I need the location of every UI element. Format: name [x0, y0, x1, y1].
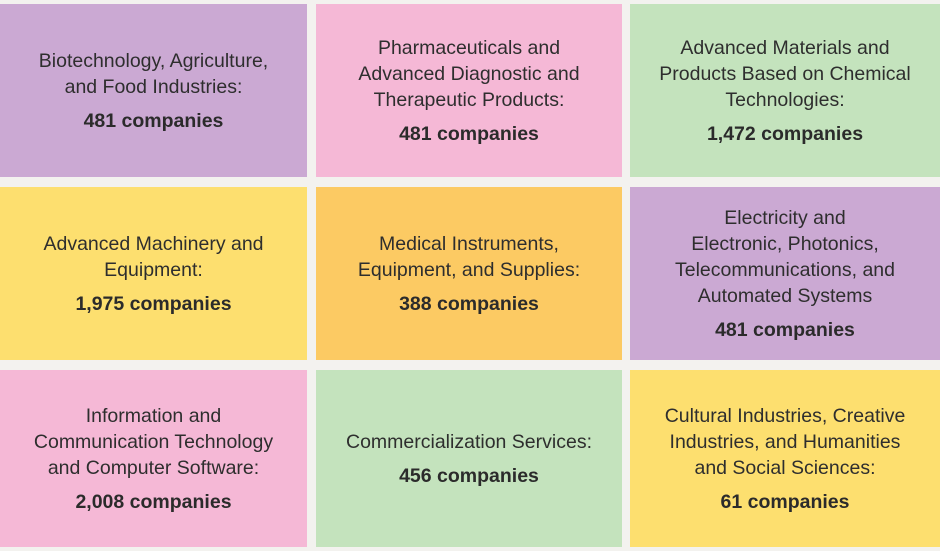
tile-count: 481 companies	[399, 123, 539, 145]
tile-count: 481 companies	[83, 110, 224, 132]
tile-label: Pharmaceuticals and Advanced Diagnostic …	[358, 37, 580, 111]
tile-count: 1,975 companies	[75, 293, 232, 315]
tile-label: Advanced Materials and Products Based on…	[659, 37, 911, 111]
tile-label: Information and Communication Technology…	[33, 405, 274, 479]
tile-biotechnology: Biotechnology, Agriculture, and Food Ind…	[0, 4, 307, 177]
tile-label: Electricity and Electronic, Photonics, T…	[674, 207, 896, 307]
tile-electricity-electronics: Electricity and Electronic, Photonics, T…	[630, 187, 940, 360]
tile-advanced-materials: Advanced Materials and Products Based on…	[630, 4, 940, 177]
tile-label: Biotechnology, Agriculture, and Food Ind…	[38, 50, 269, 98]
tile-label: Commercialization Services:	[346, 431, 592, 453]
tile-count: 2,008 companies	[75, 491, 232, 513]
tile-count: 456 companies	[399, 465, 539, 487]
tile-medical-instruments: Medical Instruments, Equipment, and Supp…	[316, 187, 622, 360]
tile-label: Medical Instruments, Equipment, and Supp…	[357, 233, 581, 281]
tile-count: 481 companies	[715, 319, 855, 341]
tile-commercialization-services: Commercialization Services: 456 companie…	[316, 370, 622, 547]
tile-information-communication: Information and Communication Technology…	[0, 370, 307, 547]
tile-label: Cultural Industries, Creative Industries…	[664, 405, 906, 479]
tile-count: 1,472 companies	[706, 123, 864, 145]
tile-label: Advanced Machinery and Equipment:	[43, 233, 264, 281]
tile-count: 388 companies	[399, 293, 539, 315]
tile-cultural-industries: Cultural Industries, Creative Industries…	[630, 370, 940, 547]
tile-pharmaceuticals: Pharmaceuticals and Advanced Diagnostic …	[316, 4, 622, 177]
tile-count: 61 companies	[720, 491, 850, 513]
tile-advanced-machinery: Advanced Machinery and Equipment: 1,975 …	[0, 187, 307, 360]
